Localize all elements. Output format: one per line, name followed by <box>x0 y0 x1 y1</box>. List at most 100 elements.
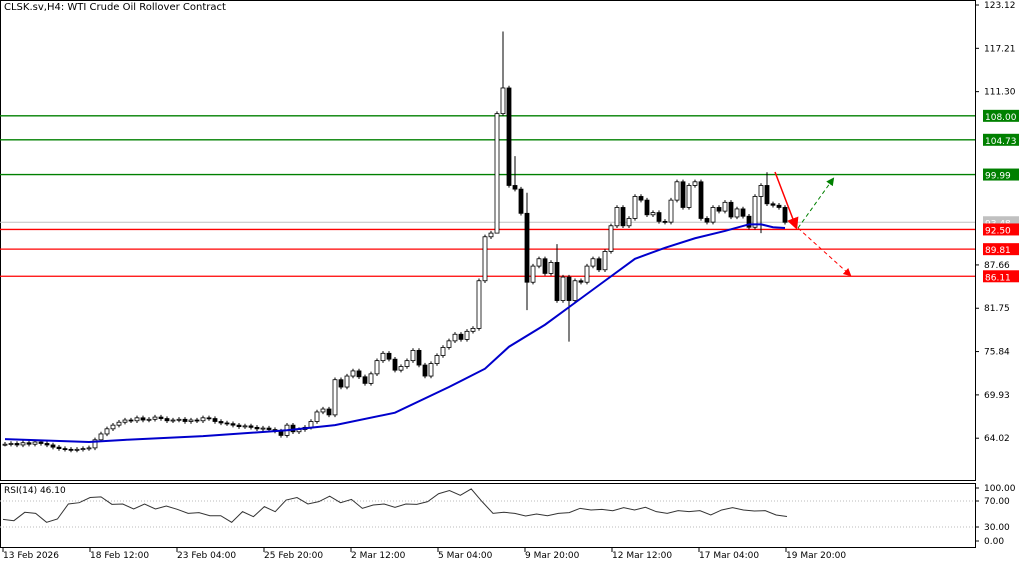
candle <box>470 326 476 334</box>
candle-body <box>116 421 122 426</box>
symbol-label: CLSK.sv,H4: <box>4 2 65 13</box>
candle-body <box>368 373 374 384</box>
candle <box>668 197 674 225</box>
time-label: 18 Feb 12:00 <box>90 551 149 561</box>
candle <box>716 205 722 214</box>
level-label: 89.81 <box>985 246 1011 256</box>
candle-body <box>440 347 446 356</box>
candle-body <box>68 448 74 451</box>
candle <box>230 421 236 428</box>
candle <box>608 223 614 254</box>
candle <box>86 445 92 451</box>
candle-body <box>128 419 134 422</box>
candle-body <box>626 218 632 227</box>
price-tick-label: 117.21 <box>984 44 1016 54</box>
candle <box>650 210 656 217</box>
candle-body <box>110 424 116 430</box>
candle-body <box>86 447 92 450</box>
candle-body <box>248 425 254 428</box>
candle-body <box>500 87 506 115</box>
candle-body <box>548 262 554 274</box>
bullish-scenario-arrow <box>797 177 835 229</box>
candle <box>314 409 320 424</box>
rsi-panel-border <box>0 483 976 548</box>
candle <box>764 172 770 206</box>
candle <box>242 423 248 429</box>
candle <box>584 263 590 285</box>
price-tick-label: 69.93 <box>984 391 1010 401</box>
candle <box>218 419 224 426</box>
candle <box>44 441 50 448</box>
chart-title: CLSK.sv,H4: WTI Crude Oil Rollover Contr… <box>4 2 226 13</box>
candle-body <box>752 196 758 228</box>
candle <box>50 442 56 450</box>
candle <box>176 417 182 423</box>
candle-body <box>710 207 716 223</box>
candle-body <box>314 411 320 422</box>
candle-body <box>416 349 422 366</box>
candle-body <box>560 276 566 301</box>
candle <box>116 420 122 428</box>
candle-body <box>74 448 80 451</box>
candle <box>536 256 542 269</box>
candle <box>104 426 110 437</box>
candle <box>20 440 26 448</box>
candle <box>68 447 74 453</box>
candle-body <box>506 87 512 186</box>
candle-body <box>734 208 740 218</box>
candle <box>182 417 188 424</box>
candle-body <box>26 442 32 445</box>
candle-body <box>722 201 728 212</box>
candle <box>236 422 242 429</box>
time-label: 13 Feb 2026 <box>3 551 59 561</box>
candle <box>254 425 260 432</box>
time-label: 19 Mar 20:00 <box>786 551 846 561</box>
candle <box>338 377 344 390</box>
candle-body <box>320 408 326 413</box>
candle-body <box>464 330 470 340</box>
candle <box>92 437 98 451</box>
level-label-box <box>983 223 1019 236</box>
price-tick-label: 75.84 <box>984 348 1010 358</box>
candle <box>410 348 416 363</box>
candle <box>632 194 638 221</box>
candle-body <box>92 439 98 449</box>
candle-body <box>206 417 212 420</box>
candle <box>698 179 704 221</box>
candle-body <box>458 333 464 340</box>
candle-body <box>20 442 26 446</box>
candle-body <box>344 375 350 388</box>
candle-body <box>194 419 200 422</box>
candle-body <box>758 185 764 197</box>
level-label: 86.11 <box>985 273 1011 283</box>
candle <box>344 373 350 390</box>
rsi-tick-label: 0.00 <box>984 537 1004 547</box>
main-panel-border <box>0 0 976 481</box>
candle-body <box>572 280 578 301</box>
candle <box>398 364 404 373</box>
price-tick-label: 87.66 <box>984 261 1010 271</box>
candle-body <box>692 181 698 186</box>
candle-body <box>170 419 176 422</box>
time-label: 12 Mar 12:00 <box>612 551 672 561</box>
candle <box>122 417 128 425</box>
candle-body <box>764 185 770 205</box>
candle-body <box>2 443 8 446</box>
candle-body <box>50 444 56 448</box>
candle-body <box>38 441 44 444</box>
candle <box>440 345 446 358</box>
candle-body <box>608 225 614 252</box>
candle <box>8 441 14 447</box>
candle-body <box>536 258 542 267</box>
candle <box>152 414 158 422</box>
candle <box>734 206 740 220</box>
candle <box>320 406 326 415</box>
rsi-tick-label: 70.00 <box>984 497 1010 507</box>
candle-body <box>518 188 524 214</box>
candle-body <box>338 379 344 388</box>
candle-body <box>590 258 596 267</box>
price-tick-label: 81.75 <box>984 304 1010 314</box>
candle-body <box>80 448 86 451</box>
candle <box>386 351 392 362</box>
